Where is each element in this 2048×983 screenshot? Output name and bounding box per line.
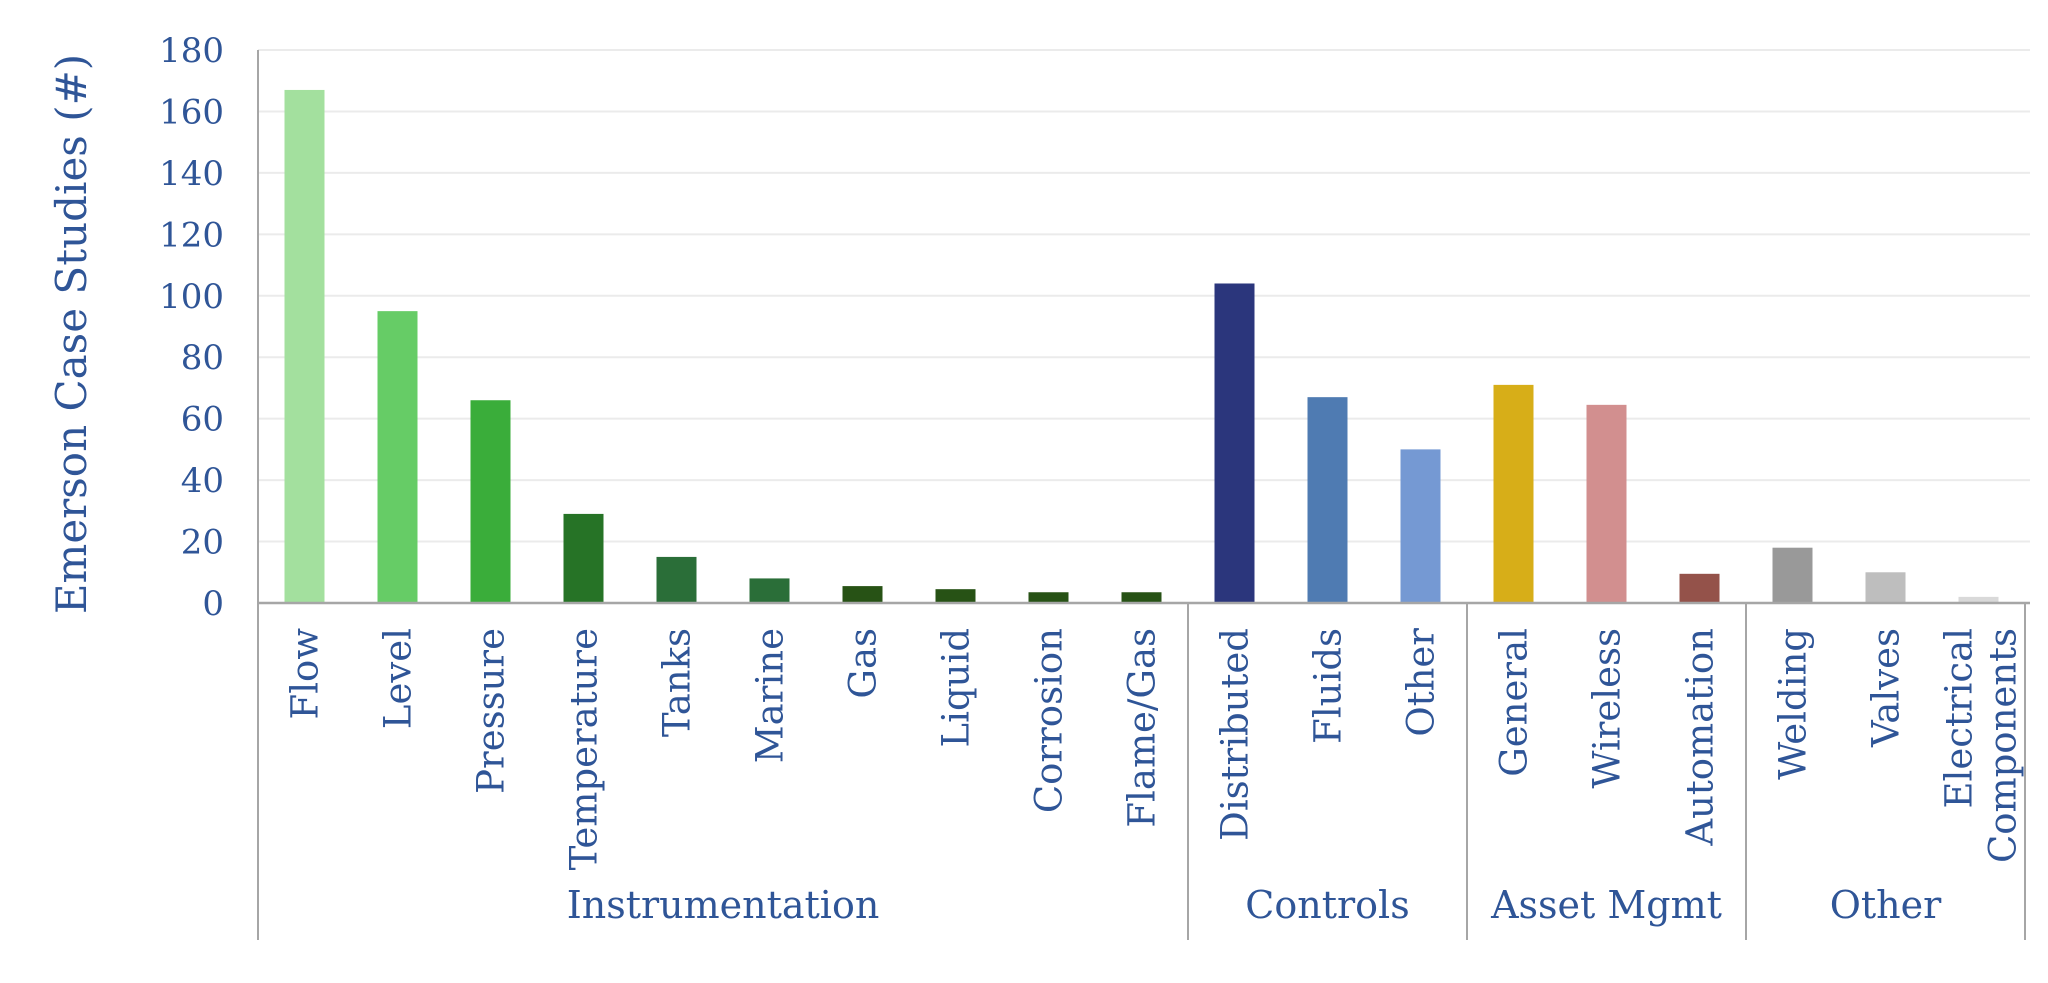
bar-electrical-components [1958, 596, 1999, 603]
bar-welding [1772, 547, 1813, 603]
group-label: Instrumentation [567, 883, 880, 927]
bar-valves [1865, 572, 1906, 603]
group-label: Controls [1245, 883, 1409, 927]
y-tick-label: 20 [181, 523, 224, 563]
bar-liquid [935, 589, 976, 603]
bar-corrosion [1028, 592, 1069, 603]
bar-flame-gas [1121, 592, 1162, 603]
category-label: Automation [1679, 628, 1722, 847]
bar-tanks [656, 556, 697, 603]
category-labels: Flow Level Pressure Temperature Tanks Marine G… [284, 628, 2025, 871]
y-tick-label: 60 [181, 400, 224, 440]
category-label: Level [377, 628, 420, 729]
y-tick-label: 120 [159, 215, 224, 255]
bar-automation [1679, 573, 1720, 603]
category-label: Tanks [656, 628, 699, 737]
bar-fluids [1307, 397, 1348, 603]
category-label: Distributed [1214, 628, 1257, 841]
y-tick-labels: 0 20 40 60 80 100 120 140 160 180 [159, 31, 224, 624]
bar-gas [842, 586, 883, 603]
category-label: Flow [284, 628, 327, 720]
category-label: Valves [1865, 628, 1908, 748]
category-label: Flame/Gas [1121, 628, 1164, 828]
category-label: Liquid [935, 628, 978, 747]
bar-wireless [1586, 404, 1627, 603]
y-tick-label: 140 [159, 154, 224, 194]
bar-distributed [1214, 283, 1255, 603]
bar-general [1493, 384, 1534, 603]
y-tick-label: 80 [181, 338, 224, 378]
bar-level [377, 311, 418, 603]
y-tick-label: 160 [159, 92, 224, 132]
category-label: ElectricalComponents [1938, 628, 2025, 863]
axes [257, 50, 2030, 940]
y-tick-label: 180 [159, 31, 224, 71]
bars [284, 89, 1999, 603]
category-label: General [1493, 628, 1536, 777]
y-tick-label: 40 [181, 461, 224, 501]
category-label: Wireless [1586, 628, 1629, 789]
category-label: Fluids [1307, 628, 1350, 744]
category-label: Other [1400, 628, 1443, 737]
category-label: Pressure [470, 628, 513, 794]
gridlines [258, 49, 2030, 543]
y-tick-label: 0 [202, 584, 224, 624]
bar-pressure [470, 400, 511, 603]
bar-flow [284, 89, 325, 603]
bar-marine [749, 578, 790, 603]
category-label: Gas [842, 628, 885, 699]
group-label: Other [1830, 883, 1942, 927]
category-label: Temperature [563, 628, 606, 870]
category-label: Corrosion [1028, 628, 1071, 813]
bar-temperature [563, 513, 604, 603]
bar-other [1400, 449, 1441, 603]
group-labels: Instrumentation Controls Asset Mgmt Other [567, 883, 1942, 927]
y-tick-label: 100 [159, 277, 224, 317]
category-label: Marine [749, 628, 792, 763]
category-label: Welding [1772, 628, 1815, 780]
y-axis-title: Emerson Case Studies (#) [47, 54, 96, 614]
group-label: Asset Mgmt [1490, 883, 1722, 927]
